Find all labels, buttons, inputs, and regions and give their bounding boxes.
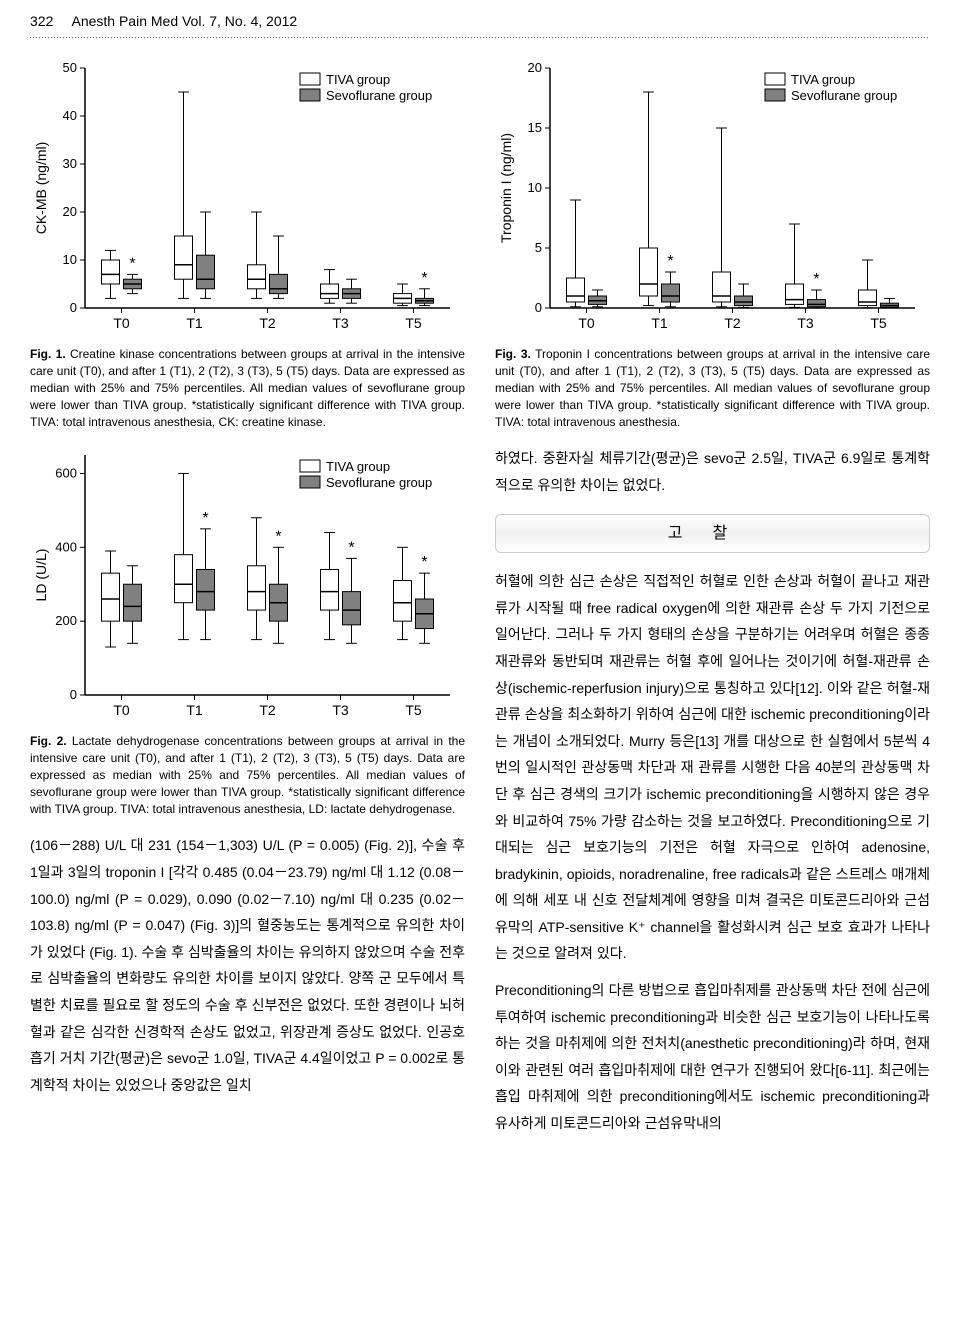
svg-text:*: * bbox=[421, 270, 427, 287]
svg-text:10: 10 bbox=[63, 252, 77, 267]
fig1-caption: Fig. 1. Creatine kinase concentrations b… bbox=[30, 346, 465, 430]
fig3-label: Fig. 3. bbox=[495, 347, 531, 361]
svg-text:*: * bbox=[813, 271, 819, 288]
svg-text:0: 0 bbox=[535, 300, 542, 315]
svg-text:200: 200 bbox=[55, 614, 77, 629]
svg-text:Troponin I (ng/ml): Troponin I (ng/ml) bbox=[498, 133, 514, 243]
svg-text:TIVA group: TIVA group bbox=[326, 72, 390, 87]
svg-text:CK-MB (ng/ml): CK-MB (ng/ml) bbox=[33, 142, 49, 235]
svg-text:T3: T3 bbox=[332, 702, 349, 718]
section-title: 고찰 bbox=[495, 514, 930, 554]
svg-text:TIVA group: TIVA group bbox=[326, 459, 390, 474]
svg-text:T3: T3 bbox=[797, 315, 814, 331]
fig3-chart: 0 5 10 15 20 Troponin I (ng/ml) T0 T1 T2 T3 T5 * * TI… bbox=[495, 58, 930, 338]
fig2-caption: Fig. 2. Lactate dehydrogenase concentrat… bbox=[30, 733, 465, 817]
svg-text:LD (U/L): LD (U/L) bbox=[33, 549, 49, 602]
svg-text:*: * bbox=[421, 555, 427, 572]
svg-text:400: 400 bbox=[55, 540, 77, 555]
header-divider bbox=[30, 37, 930, 38]
svg-text:*: * bbox=[275, 529, 281, 546]
svg-text:T3: T3 bbox=[332, 315, 349, 331]
svg-text:TIVA group: TIVA group bbox=[791, 72, 855, 87]
page-number: 322 bbox=[30, 10, 53, 32]
fig1-caption-text: Creatine kinase concentrations between g… bbox=[30, 347, 465, 428]
body-p1: 하였다. 중환자실 체류기간(평균)은 sevo군 2.5일, TIVA군 6.… bbox=[495, 445, 930, 498]
svg-text:*: * bbox=[202, 510, 208, 527]
fig2-label: Fig. 2. bbox=[30, 734, 67, 748]
svg-text:T0: T0 bbox=[113, 315, 130, 331]
page-header: 322 Anesth Pain Med Vol. 7, No. 4, 2012 bbox=[0, 0, 960, 37]
svg-text:Sevoflurane group: Sevoflurane group bbox=[326, 88, 432, 103]
svg-text:0: 0 bbox=[70, 300, 77, 315]
svg-text:Sevoflurane group: Sevoflurane group bbox=[326, 475, 432, 490]
fig2-caption-text: Lactate dehydrogenase concentrations bet… bbox=[30, 734, 465, 815]
svg-text:20: 20 bbox=[63, 204, 77, 219]
fig1-label: Fig. 1. bbox=[30, 347, 66, 361]
svg-text:50: 50 bbox=[63, 60, 77, 75]
svg-text:5: 5 bbox=[535, 240, 542, 255]
svg-text:T1: T1 bbox=[186, 315, 203, 331]
body-left: (106－288) U/L 대 231 (154－1,303) U/L (P =… bbox=[30, 832, 465, 1098]
body-p3: Preconditioning의 다른 방법으로 흡입마취제를 관상동맥 차단 … bbox=[495, 977, 930, 1137]
svg-text:T2: T2 bbox=[259, 702, 276, 718]
svg-text:T0: T0 bbox=[113, 702, 130, 718]
svg-text:30: 30 bbox=[63, 156, 77, 171]
fig3-caption-text: Troponin I concentrations between groups… bbox=[495, 347, 930, 428]
svg-text:600: 600 bbox=[55, 466, 77, 481]
svg-text:T0: T0 bbox=[578, 315, 595, 331]
svg-text:*: * bbox=[667, 253, 673, 270]
svg-text:15: 15 bbox=[528, 120, 542, 135]
svg-text:0: 0 bbox=[70, 687, 77, 702]
svg-text:10: 10 bbox=[528, 180, 542, 195]
svg-text:*: * bbox=[348, 540, 354, 557]
fig3-caption: Fig. 3. Troponin I concentrations betwee… bbox=[495, 346, 930, 430]
svg-text:T1: T1 bbox=[186, 702, 203, 718]
svg-text:20: 20 bbox=[528, 60, 542, 75]
svg-text:T5: T5 bbox=[405, 315, 422, 331]
body-p2: 허혈에 의한 심근 손상은 직접적인 허혈로 인한 손상과 허혈이 끝나고 재관… bbox=[495, 568, 930, 967]
journal-info: Anesth Pain Med Vol. 7, No. 4, 2012 bbox=[71, 13, 297, 29]
svg-text:T5: T5 bbox=[870, 315, 887, 331]
svg-text:Sevoflurane group: Sevoflurane group bbox=[791, 88, 897, 103]
svg-text:T5: T5 bbox=[405, 702, 422, 718]
svg-text:T2: T2 bbox=[259, 315, 276, 331]
svg-text:T2: T2 bbox=[724, 315, 741, 331]
svg-text:T1: T1 bbox=[651, 315, 668, 331]
svg-text:*: * bbox=[129, 256, 135, 273]
fig2-chart: 0 200 400 600 LD (U/L) T0 T1 T2 T3 T5 * * * * TIVA gro… bbox=[30, 445, 465, 725]
fig1-chart: 0 10 20 30 40 50 CK-MB (ng/ml) T0 T1 T2 T3 T5 * * TIVA… bbox=[30, 58, 465, 338]
svg-text:40: 40 bbox=[63, 108, 77, 123]
